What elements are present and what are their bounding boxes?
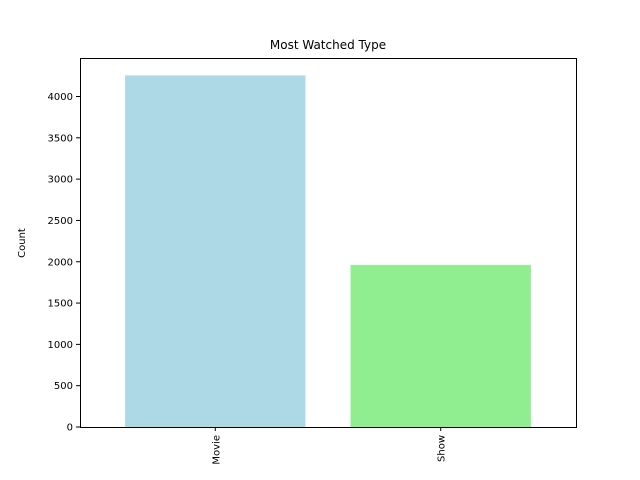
x-ticks-group: Movie Show bbox=[211, 427, 448, 465]
chart-title: Most Watched Type bbox=[270, 38, 386, 52]
y-tick-label: 2000 bbox=[48, 257, 73, 268]
y-tick-label: 1000 bbox=[48, 340, 73, 351]
y-tick-label: 500 bbox=[54, 381, 73, 392]
bar-movie bbox=[125, 75, 306, 428]
bar-show bbox=[350, 265, 531, 427]
y-ticks-group: 0 500 1000 1500 2000 2500 3000 3500 4000 bbox=[48, 92, 80, 434]
x-tick-label: Show bbox=[437, 435, 448, 462]
y-tick-label: 1500 bbox=[48, 299, 73, 310]
plot-frame bbox=[80, 58, 577, 428]
y-tick-label: 3000 bbox=[48, 175, 73, 186]
y-tick-label: 0 bbox=[67, 423, 73, 434]
y-tick-label: 4000 bbox=[48, 92, 73, 103]
y-tick-label: 3500 bbox=[48, 133, 73, 144]
bars-group bbox=[125, 75, 531, 428]
x-tick-label: Movie bbox=[211, 435, 222, 465]
y-axis-label: Count bbox=[17, 228, 28, 258]
y-tick-label: 2500 bbox=[48, 216, 73, 227]
